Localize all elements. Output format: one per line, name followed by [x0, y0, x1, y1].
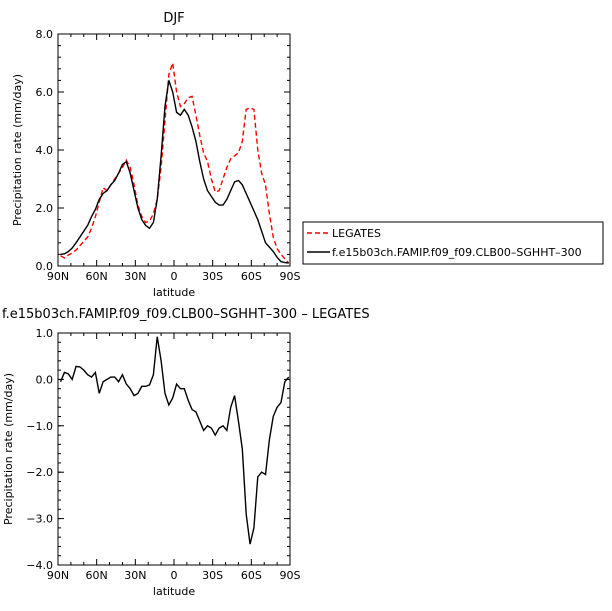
x-axis-label: latitude — [153, 286, 195, 299]
top-panel-djf: DJF 90N 60N 30N 0 30S 60S 90S 0.0 2.0 4.0 6.0 8.0 lat… — [11, 11, 301, 299]
y-tick-label: 2.0 — [36, 202, 54, 215]
plot-frame — [57, 33, 291, 267]
plot-frame — [57, 332, 291, 566]
y-tick-label: −1.0 — [26, 420, 53, 433]
bottom-panel-difference: f.e15b03ch.FAMIP.f09_f09.CLB00–SGHHT–300… — [2, 307, 370, 598]
legend-entry: f.e15b03ch.FAMIP.f09_f09.CLB00–SGHHT–300 — [332, 246, 582, 259]
series-line-1 — [59, 336, 290, 545]
y-tick-label: 4.0 — [36, 144, 54, 157]
y-tick-label: 0.0 — [36, 260, 54, 273]
y-tick-label: 8.0 — [36, 28, 54, 41]
series-line-2 — [60, 80, 289, 264]
x-tick-label: 60S — [241, 569, 262, 582]
x-tick-label: 60N — [86, 569, 108, 582]
x-tick-label: 90S — [280, 569, 301, 582]
legend-box — [302, 221, 604, 265]
x-axis-label: latitude — [153, 585, 195, 598]
y-axis-label: Precipitation rate (mm/day) — [2, 373, 15, 525]
x-tick-label: 0 — [171, 569, 178, 582]
legend: LEGATES f.e15b03ch.FAMIP.f09_f09.CLB00–SG… — [302, 221, 604, 265]
x-tick-label: 90N — [47, 569, 69, 582]
y-tick-label: 6.0 — [36, 86, 54, 99]
chart-title: DJF — [163, 11, 184, 26]
x-tick-label: 90S — [280, 270, 301, 283]
legend-entry: LEGATES — [332, 227, 381, 240]
y-tick-label: 0.0 — [36, 373, 54, 386]
x-tick-label: 30N — [124, 270, 146, 283]
series-line-1 — [60, 62, 290, 264]
y-tick-label: −2.0 — [26, 466, 53, 479]
x-tick-label: 60S — [241, 270, 262, 283]
y-tick-label: −4.0 — [26, 559, 53, 572]
x-tick-label: 30N — [124, 569, 146, 582]
x-tick-label: 30S — [202, 569, 223, 582]
x-tick-label: 0 — [171, 270, 178, 283]
chart-title: f.e15b03ch.FAMIP.f09_f09.CLB00–SGHHT–300… — [2, 307, 370, 322]
x-tick-label: 30S — [202, 270, 223, 283]
y-tick-label: −3.0 — [26, 513, 53, 526]
x-tick-label: 90N — [47, 270, 69, 283]
y-tick-label: 1.0 — [36, 327, 54, 340]
y-axis-label: Precipitation rate (mm/day) — [11, 74, 24, 226]
x-tick-label: 60N — [86, 270, 108, 283]
